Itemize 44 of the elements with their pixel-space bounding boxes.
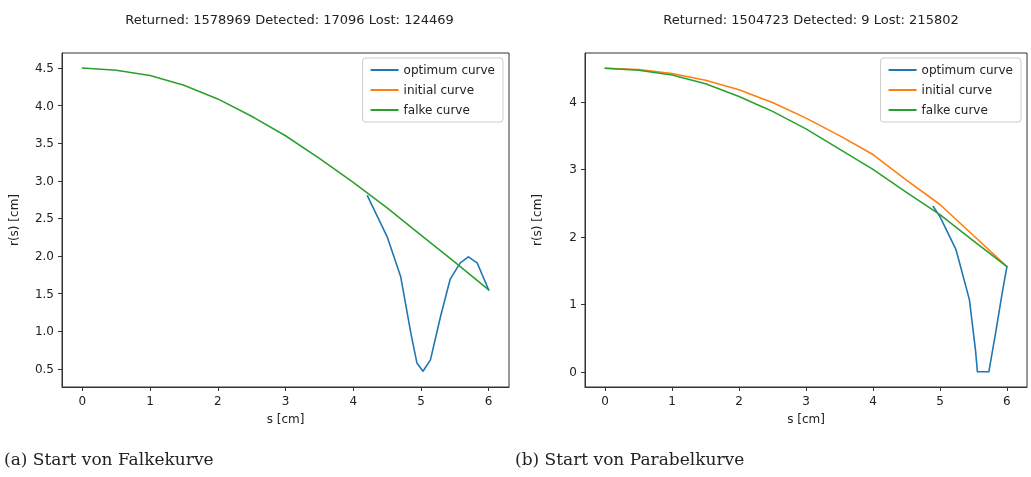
line-series: [932, 205, 1008, 373]
y-tick-label: 4: [569, 94, 577, 109]
y-tick-label: 3.5: [34, 136, 54, 151]
x-tick-label: 1: [146, 394, 154, 408]
x-tick-label: 5: [936, 394, 944, 408]
legend-label: falke curve: [403, 103, 470, 117]
legend-label: optimum curve: [921, 63, 1013, 77]
x-tick-label: 1: [668, 394, 676, 408]
y-tick-label: 1.5: [34, 286, 54, 301]
x-tick-label: 5: [417, 394, 425, 408]
y-tick-label: 3: [569, 162, 577, 177]
legend-label: falke curve: [921, 103, 988, 117]
text: (b) Start von Parabelkurve: [515, 448, 745, 469]
chart-title: Returned: 1504723 Detected: 9 Lost: 215802: [663, 12, 959, 27]
x-tick-label: 0: [601, 394, 609, 408]
y-tick-label: 0: [569, 364, 577, 379]
y-tick-label: 3.0: [34, 173, 54, 188]
x-tick-label: 3: [281, 394, 290, 408]
y-tick-label: 4.0: [34, 98, 54, 113]
legend-label: initial curve: [403, 83, 475, 97]
x-tick-label: 6: [1003, 394, 1011, 408]
text: (a) Start von Falkekurve: [4, 448, 214, 469]
y-tick-label: 1.0: [34, 324, 54, 339]
y-tick-label: 2.5: [34, 211, 54, 226]
y-tick-label: 2: [569, 229, 577, 244]
y-axis-title: r(s) [cm]: [7, 193, 21, 247]
x-axis-title: s [cm]: [266, 412, 305, 426]
x-tick-label: 4: [869, 394, 877, 408]
legend-label: optimum curve: [403, 63, 495, 77]
x-tick-label: 4: [349, 394, 358, 408]
x-tick-label: 0: [78, 394, 87, 408]
chart-title: Returned: 1578969 Detected: 17096 Lost: 124469: [125, 12, 454, 27]
y-tick-label: 2.0: [34, 249, 54, 264]
x-tick-label: 3: [802, 394, 810, 408]
y-tick-label: 0.5: [34, 361, 54, 376]
x-tick-label: 2: [213, 394, 222, 408]
x-axis-title: s [cm]: [787, 412, 825, 426]
x-tick-label: 6: [484, 394, 493, 408]
y-tick-label: 1: [569, 297, 577, 312]
y-tick-label: 4.5: [34, 61, 54, 76]
legend-label: initial curve: [921, 83, 993, 97]
x-tick-label: 2: [735, 394, 743, 408]
line-series: [366, 195, 490, 372]
y-axis-title: r(s) [cm]: [530, 193, 544, 247]
